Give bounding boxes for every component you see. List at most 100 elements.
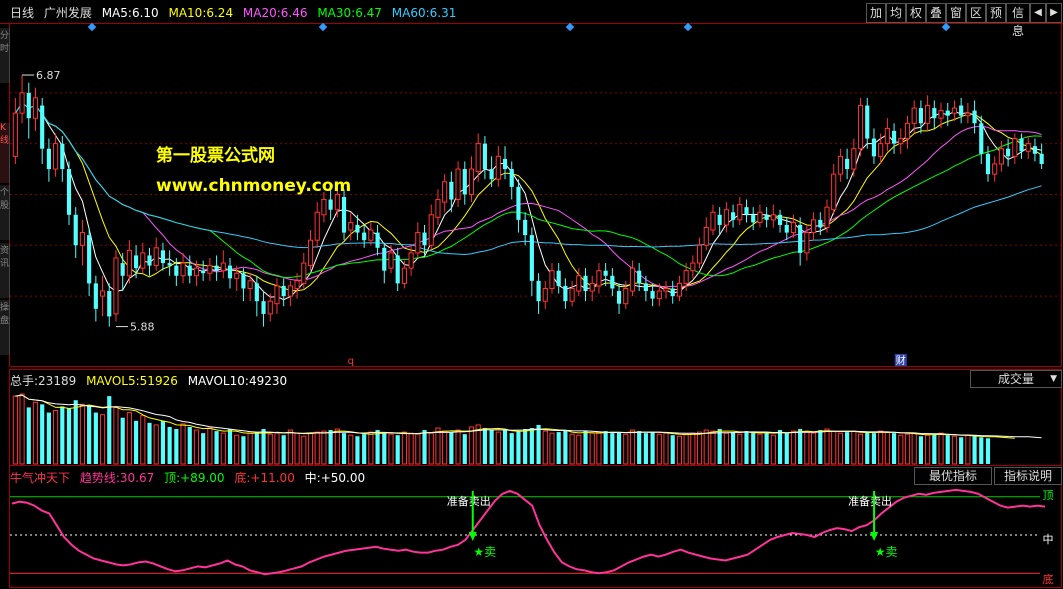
candle-body [731,212,736,220]
sidebar-tab-fenshi[interactable]: 分时 [0,28,10,83]
candle-body [502,158,508,170]
ma20-label: MA20: [242,6,281,20]
volume-bar [73,400,78,464]
scroll-right-button[interactable]: ▶ [1046,3,1062,23]
volume-bar [12,395,18,465]
sidebar-tab-label: 操盘 [0,303,10,326]
candle-body [174,265,179,276]
best-indicator-button[interactable]: 最优指标 [914,467,992,485]
ma5-item: MA5:6.10 [102,6,159,20]
volume-bar [818,430,823,464]
volume-bar [603,431,608,464]
candle-body [428,214,434,246]
candle-body [254,283,259,302]
volume-bar [140,415,146,465]
candle-body [435,199,441,218]
sidebar-tab-label: 个股 [0,188,10,211]
toolbar-window-button[interactable]: 窗 [946,3,966,23]
candle-body [710,211,716,231]
toolbar-forecast-button[interactable]: 预 [986,3,1006,23]
volume-indicator-dropdown[interactable]: 成交量 ▼ [970,370,1062,388]
toolbar-info-button[interactable]: 信息 [1006,3,1030,38]
candle-body [703,226,709,246]
toolbar-add-button[interactable]: 加 [866,3,886,23]
candle-body [1025,143,1031,152]
candle-body [140,252,146,269]
volume-bar [301,435,307,465]
volume-bar [375,430,380,464]
mid-label: 中: [304,471,321,485]
sidebar-tab-caopan[interactable]: 操盘 [0,300,10,355]
right-top-label: 顶 [1043,489,1054,502]
volume-bar [904,433,911,465]
candle-body [871,138,877,157]
candle-body [468,168,475,195]
volume-bar [334,428,340,465]
ma60-value: 6.31 [429,6,457,20]
candle-body [798,224,803,253]
volume-bar [401,431,407,465]
sidebar-tab-gegu[interactable]: 个股 [0,185,10,240]
candle-body [167,263,172,266]
toolbar-average-button[interactable]: 均 [886,3,906,23]
candle-body [234,272,240,279]
candle-body [556,270,561,286]
volume-bar [160,420,166,464]
candle-body [113,257,119,315]
volume-bar [87,405,92,464]
volume-bar [857,433,864,465]
candle-body [932,108,937,119]
indicator-description-button[interactable]: 指标说明 [994,467,1062,485]
candle-body [904,122,911,140]
volume-bar [147,422,152,464]
candle-body [845,158,850,170]
candle-body [925,105,931,124]
volume-bar [408,432,414,465]
sidebar-tab-zixun[interactable]: 资讯 [0,243,10,298]
volume-bar [757,433,763,465]
volume-bar [871,433,877,464]
volume-bar [951,435,958,465]
stock-name: 广州发展 [43,6,92,20]
volume-bar [254,432,259,464]
candle-body [274,285,280,305]
volume-bar [187,426,192,464]
candle-body [241,273,246,289]
candle-body [455,168,461,201]
candle-body [790,221,797,234]
indicator-header: 牛气冲天下 趋势线:30.67 顶:+89.00 底:+11.00 中:+50.… [10,469,365,486]
candle-body [804,232,810,254]
toolbar-rights-button[interactable]: 权 [906,3,926,23]
sidebar-tab-label: 资讯 [0,246,10,269]
toolbar-range-button[interactable]: 区 [966,3,986,23]
candle-body [307,239,314,267]
candle-body [616,291,622,304]
volume-bar [737,433,743,465]
ma10-value: 6.24 [206,6,234,20]
trend-value: 30.67 [119,471,155,485]
candle-body [951,107,958,114]
candle-body [147,255,152,266]
candle-body [442,181,448,203]
volume-bar [898,434,904,465]
indicator-name[interactable]: 牛气冲天下 [10,471,71,485]
event-marker-badge [894,354,907,366]
period-label[interactable]: 日线 [10,6,35,20]
candle-body [422,232,427,246]
candle-body [321,199,327,216]
volume-bar [435,427,441,465]
volume-bar [153,424,159,465]
ma60-label: MA60: [391,6,430,20]
scroll-left-button[interactable]: ◀ [1030,3,1046,23]
candle-body [831,173,837,211]
volume-bar [891,433,897,464]
candle-body [227,265,233,279]
sidebar-tab-kline[interactable]: K线 [0,123,10,183]
toolbar-overlay-button[interactable]: 叠 [926,3,946,23]
volume-bar [650,432,655,464]
volume-bar [576,434,582,465]
candle-body [281,285,286,297]
price-extreme-label: 5.88 [130,321,155,334]
volume-bar [770,434,776,465]
